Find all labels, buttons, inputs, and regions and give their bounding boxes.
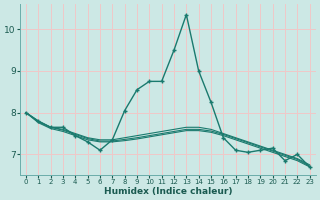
X-axis label: Humidex (Indice chaleur): Humidex (Indice chaleur)	[104, 187, 232, 196]
